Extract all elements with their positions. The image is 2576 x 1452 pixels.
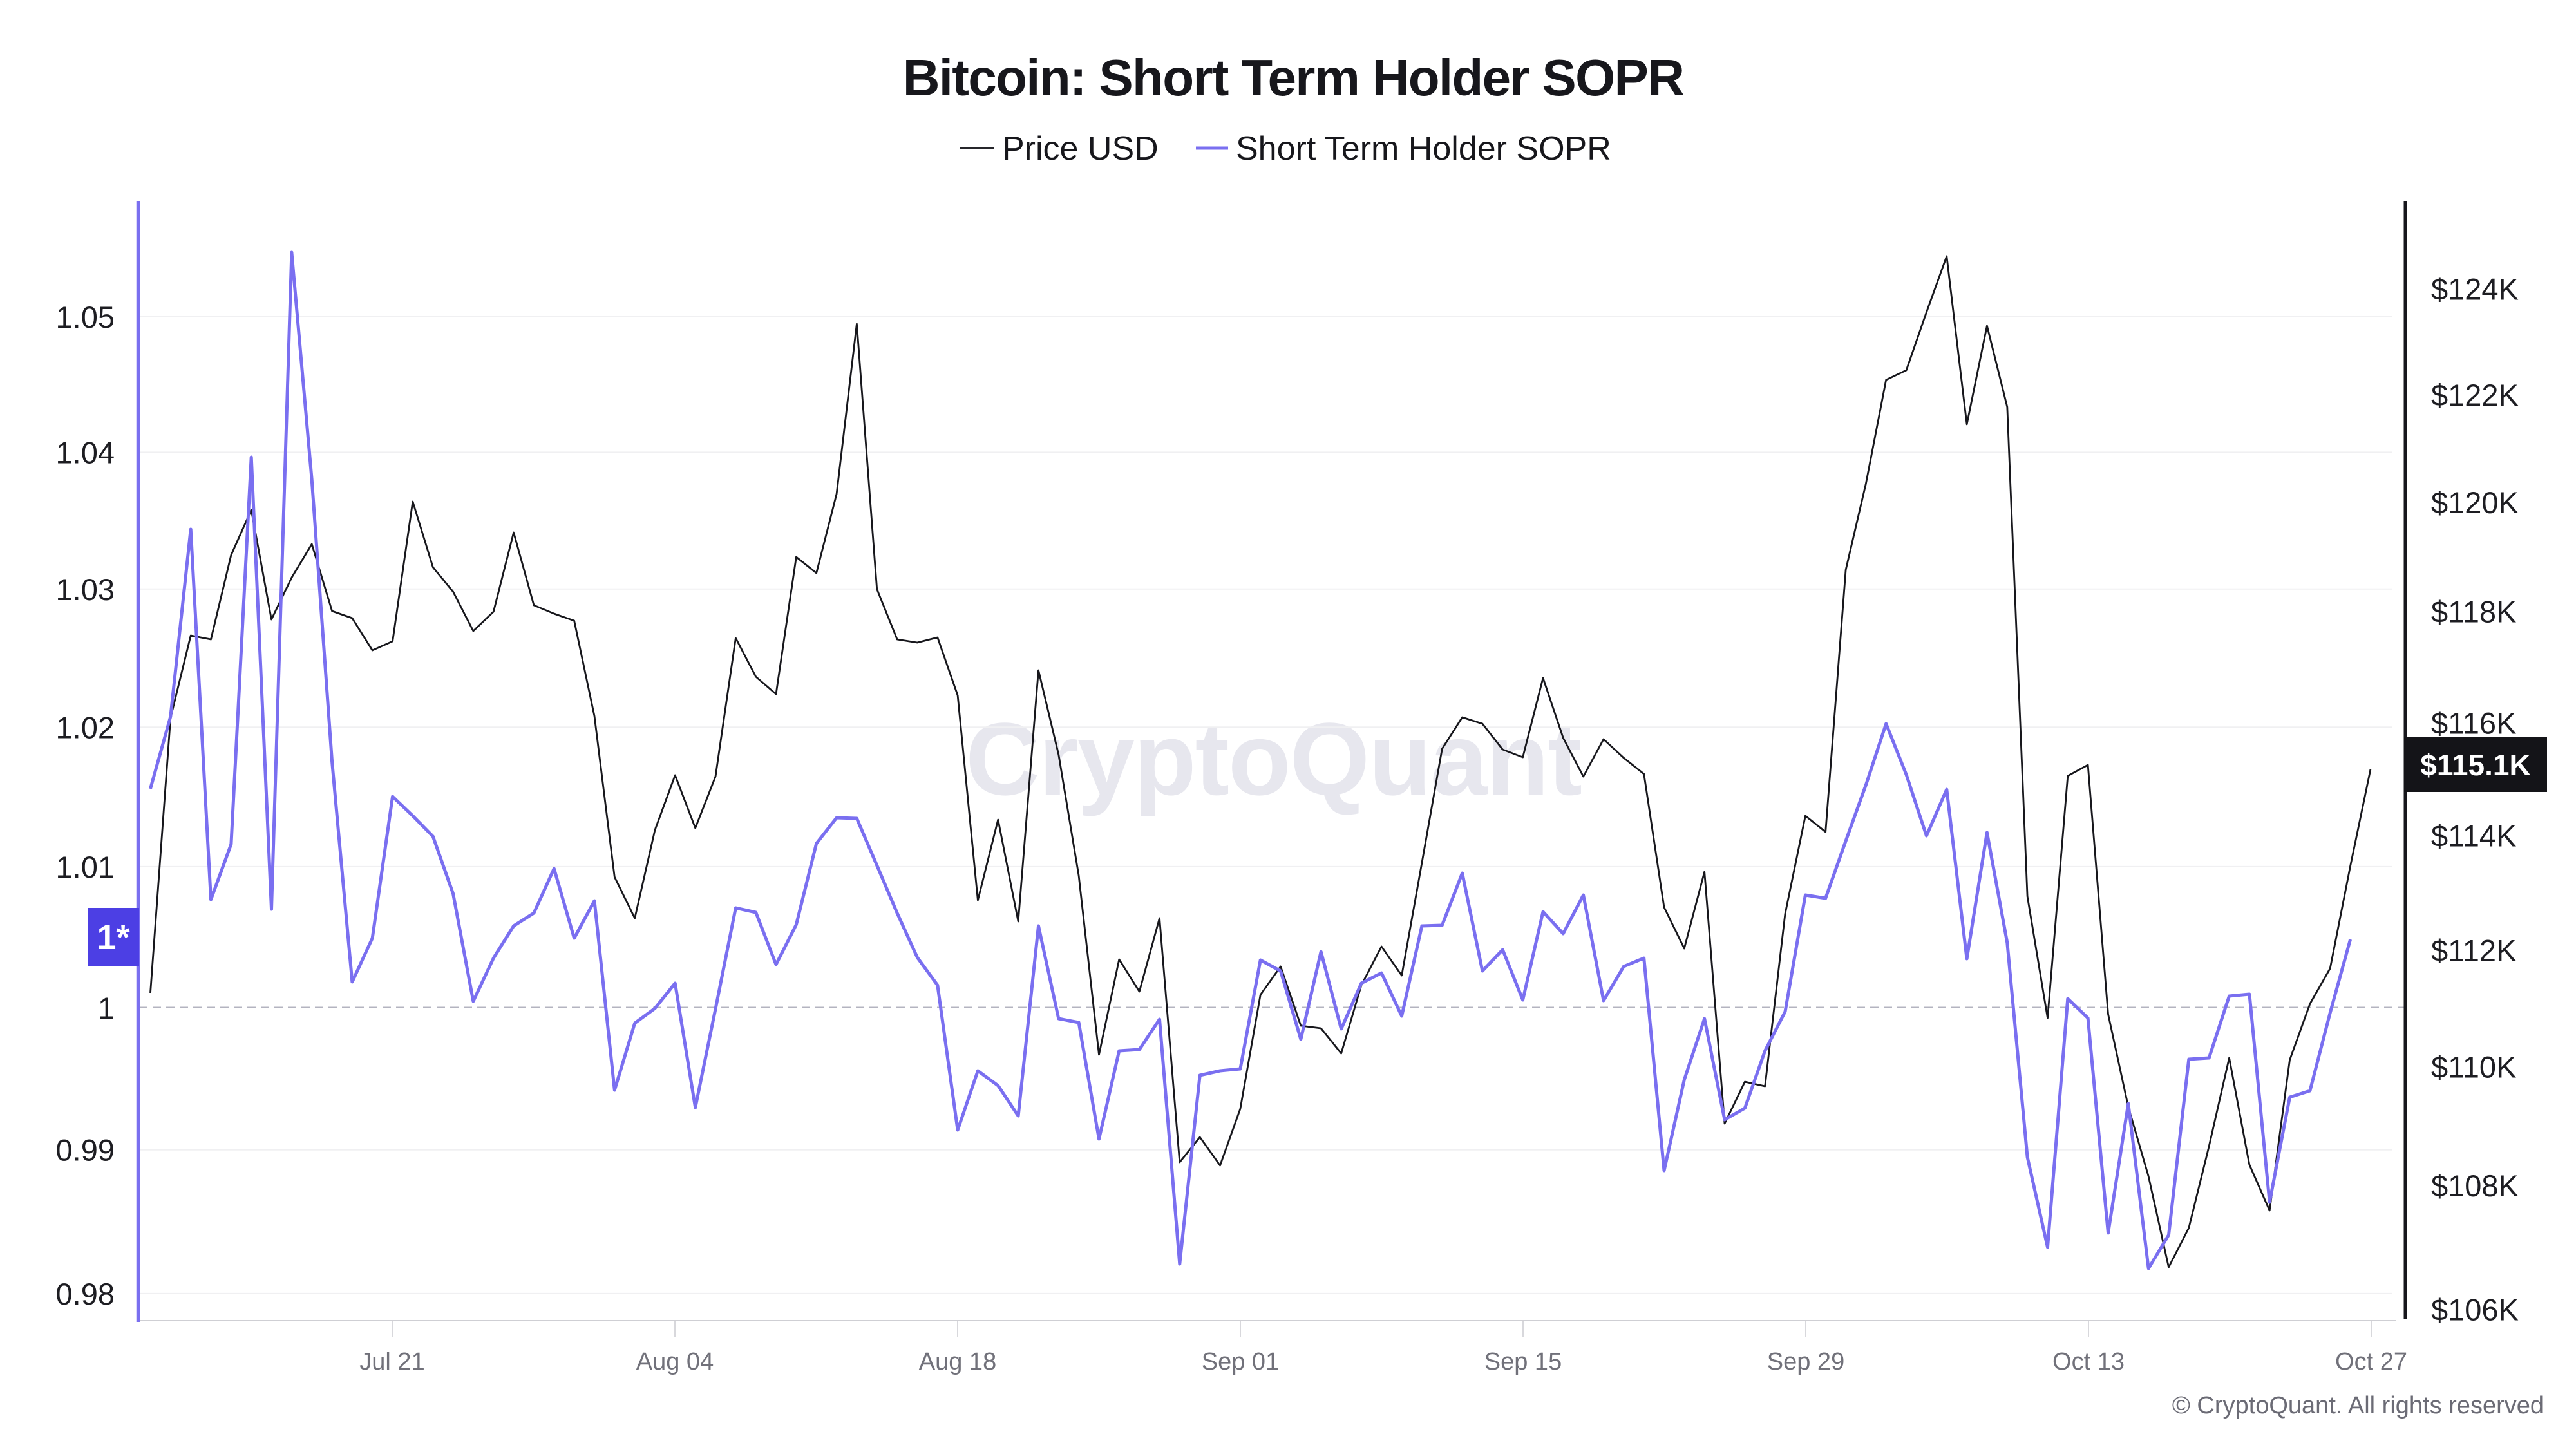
svg-text:Oct 27: Oct 27 xyxy=(2335,1348,2407,1375)
svg-text:1.04: 1.04 xyxy=(56,435,115,469)
svg-text:$116K: $116K xyxy=(2431,706,2516,740)
svg-text:$120K: $120K xyxy=(2431,486,2519,520)
svg-text:$106K: $106K xyxy=(2431,1292,2519,1326)
svg-text:CryptoQuant: CryptoQuant xyxy=(965,701,1581,816)
svg-text:1.02: 1.02 xyxy=(56,710,115,744)
svg-text:$108K: $108K xyxy=(2431,1169,2519,1203)
svg-text:Bitcoin: Short Term Holder SOP: Bitcoin: Short Term Holder SOPR xyxy=(903,49,1685,106)
svg-text:Sep 15: Sep 15 xyxy=(1484,1348,1562,1375)
svg-text:$114K: $114K xyxy=(2431,818,2516,853)
svg-text:$115.1K: $115.1K xyxy=(2420,748,2530,782)
svg-text:Jul 21: Jul 21 xyxy=(359,1348,424,1375)
svg-text:Short Term Holder SOPR: Short Term Holder SOPR xyxy=(1236,130,1611,167)
svg-text:Aug 04: Aug 04 xyxy=(636,1348,714,1375)
svg-text:1: 1 xyxy=(98,991,115,1025)
svg-text:$122K: $122K xyxy=(2431,378,2519,412)
svg-text:© CryptoQuant. All rights rese: © CryptoQuant. All rights reserved xyxy=(2172,1392,2544,1419)
svg-text:Sep 29: Sep 29 xyxy=(1767,1348,1844,1375)
svg-text:1.05: 1.05 xyxy=(56,300,115,334)
svg-text:$118K: $118K xyxy=(2431,595,2516,629)
svg-text:1*: 1* xyxy=(97,918,129,957)
svg-text:Price USD: Price USD xyxy=(1002,130,1159,167)
svg-text:Aug 18: Aug 18 xyxy=(919,1348,996,1375)
svg-text:$124K: $124K xyxy=(2431,272,2519,306)
svg-text:$110K: $110K xyxy=(2431,1050,2516,1084)
svg-text:0.99: 0.99 xyxy=(56,1133,115,1167)
svg-text:0.98: 0.98 xyxy=(56,1277,115,1311)
svg-text:$112K: $112K xyxy=(2431,933,2516,967)
svg-text:Oct 13: Oct 13 xyxy=(2052,1348,2125,1375)
svg-text:Sep 01: Sep 01 xyxy=(1202,1348,1279,1375)
svg-text:1.01: 1.01 xyxy=(56,850,115,884)
svg-text:1.03: 1.03 xyxy=(56,572,115,607)
